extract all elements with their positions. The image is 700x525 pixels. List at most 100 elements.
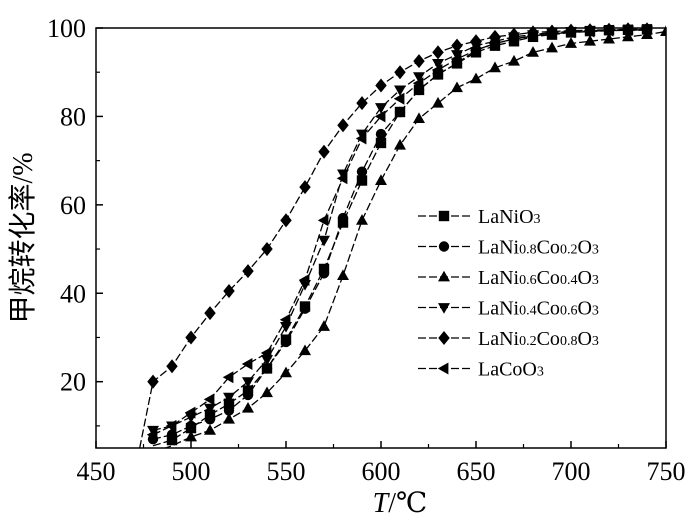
x-tick-label: 450: [77, 457, 116, 486]
y-axis-title: 甲烷转化率/%: [7, 152, 39, 323]
series-4: [147, 25, 653, 437]
data-point: [375, 174, 387, 185]
axis-ticks: 450 500 550 600 650 700 750 20 40 60 80 100: [47, 14, 686, 486]
data-point: [564, 26, 576, 39]
data-point: [431, 64, 443, 76]
series-6: [146, 23, 652, 441]
data-point: [260, 346, 272, 359]
data-point: [222, 371, 234, 384]
data-point: [261, 242, 273, 257]
data-point: [603, 32, 615, 44]
data-point: [279, 313, 291, 326]
legend-item: LaNi0.2Co0.8O3: [418, 328, 599, 350]
legend-label: LaNi0.2Co0.8O3: [478, 328, 599, 350]
data-point: [261, 363, 273, 374]
data-point: [242, 401, 254, 413]
data-point: [204, 424, 216, 435]
data-point: [356, 214, 368, 225]
y-tick-label: 40: [60, 279, 86, 308]
x-tick-label: 550: [267, 457, 306, 486]
data-point: [318, 235, 330, 247]
data-point: [242, 264, 254, 279]
data-point: [432, 58, 444, 70]
series-layer: [139, 22, 666, 448]
data-point: [146, 428, 158, 441]
legend-label: LaNiO3: [478, 206, 541, 228]
data-point: [508, 54, 520, 66]
legend-label: LaNi0.4Co0.6O3: [478, 298, 599, 320]
data-point: [583, 25, 595, 38]
x-tick-label: 650: [457, 457, 496, 486]
data-point: [337, 169, 349, 181]
x-tick-label: 750: [647, 457, 686, 486]
data-point: [660, 25, 666, 36]
data-point: [470, 72, 482, 84]
data-point: [299, 303, 311, 314]
data-point: [374, 110, 386, 123]
data-point: [280, 366, 292, 378]
legend-marker: [438, 330, 450, 346]
data-point: [280, 336, 292, 348]
data-point: [184, 406, 196, 419]
y-tick-label: 100: [47, 14, 86, 43]
y-tick-label: 20: [60, 368, 86, 397]
data-point: [621, 24, 633, 37]
legend-item: LaNi0.8Co0.2O3: [418, 237, 599, 259]
data-point: [261, 386, 273, 398]
data-point: [298, 274, 310, 286]
data-point: [318, 268, 330, 279]
data-point: [413, 54, 425, 69]
data-point: [470, 34, 482, 49]
legend-label: LaNi0.6Co0.4O3: [478, 267, 599, 289]
data-point: [356, 129, 368, 141]
y-tick-label: 60: [60, 191, 86, 220]
data-point: [356, 96, 368, 111]
legend: LaNiO3 LaNi0.8Co0.2O3 LaNi0.6Co0.4O3 LaNi0.…: [418, 206, 599, 381]
data-point: [488, 37, 500, 50]
data-point: [375, 103, 387, 114]
legend-item: LaNiO3: [418, 206, 541, 228]
data-point: [413, 72, 425, 83]
data-point: [166, 359, 178, 374]
data-point: [317, 214, 329, 227]
data-point: [432, 45, 444, 60]
data-point: [394, 138, 406, 150]
data-point: [545, 27, 557, 40]
data-point: [450, 52, 462, 65]
data-point: [166, 429, 178, 440]
data-point: [223, 392, 235, 404]
data-point: [451, 38, 463, 53]
data-point: [355, 132, 367, 145]
data-point: [432, 96, 444, 108]
x-tick-label: 700: [552, 457, 591, 486]
data-point: [147, 374, 159, 389]
data-point: [451, 81, 463, 93]
data-point: [299, 180, 311, 195]
data-point: [526, 29, 538, 42]
data-point: [223, 284, 235, 299]
data-point: [241, 358, 253, 370]
series-3: [163, 25, 666, 448]
data-point: [394, 65, 406, 80]
data-point: [356, 166, 368, 177]
data-point: [223, 405, 235, 416]
data-point: [242, 377, 254, 388]
data-point: [165, 419, 177, 432]
data-point: [602, 24, 614, 37]
data-point: [318, 320, 330, 331]
legend-marker: [438, 241, 450, 252]
data-point: [394, 85, 406, 97]
data-point: [204, 414, 216, 425]
series-5: [139, 22, 653, 448]
legend-marker: [438, 210, 450, 222]
data-point: [337, 269, 349, 280]
data-point: [393, 92, 405, 105]
legend-item: LaNi0.6Co0.4O3: [418, 267, 599, 289]
data-point: [565, 37, 577, 48]
data-point: [546, 41, 558, 53]
data-point: [584, 35, 596, 46]
data-point: [166, 434, 178, 446]
data-point: [336, 172, 348, 185]
data-point: [242, 389, 254, 401]
